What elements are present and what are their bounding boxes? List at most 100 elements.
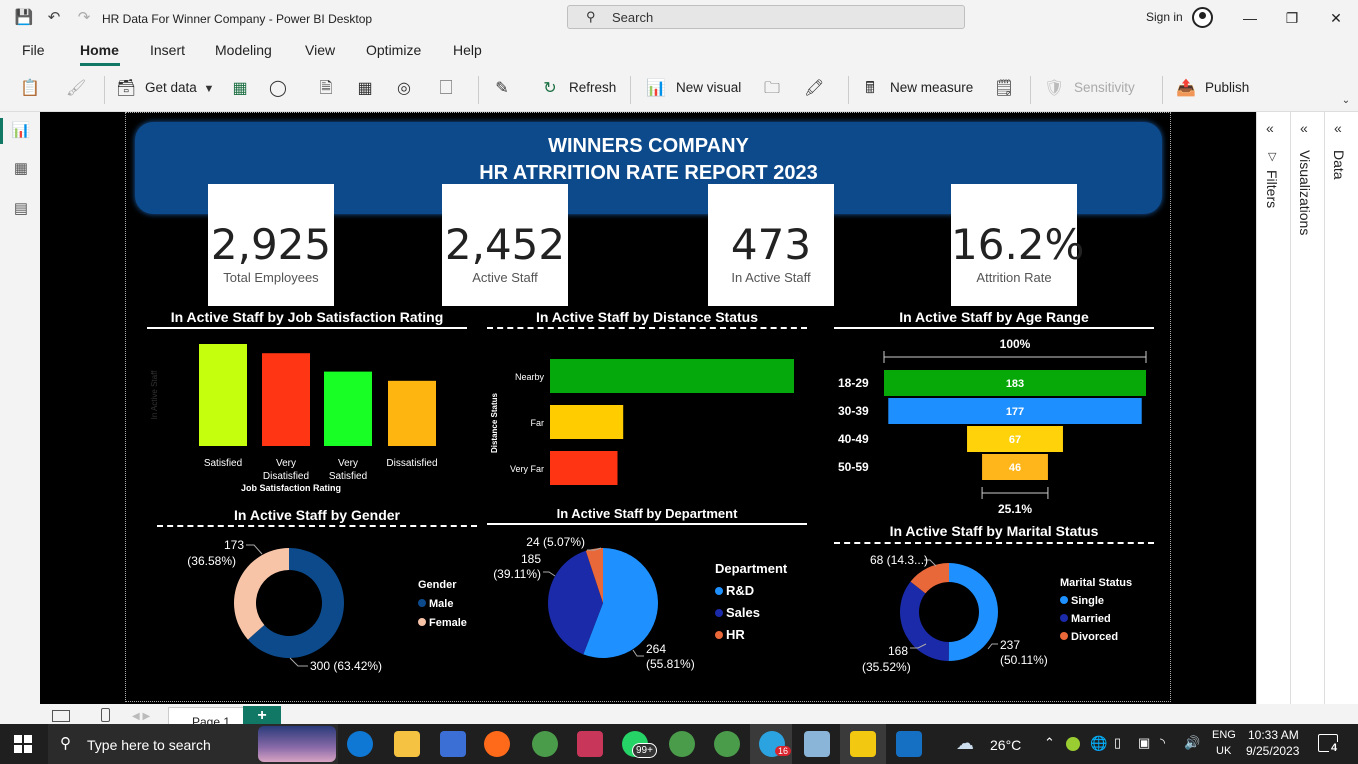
close-icon[interactable]: ✕ bbox=[1330, 10, 1342, 26]
clock-date[interactable]: 9/25/2023 bbox=[1246, 744, 1300, 758]
store-icon[interactable] bbox=[440, 731, 466, 757]
new-visual-icon[interactable]: 📊 bbox=[646, 80, 666, 97]
ribbon-collapse-icon[interactable]: ⌄ bbox=[1341, 95, 1351, 106]
sign-in-link[interactable]: Sign in bbox=[1146, 10, 1183, 24]
restore-icon[interactable]: ❐ bbox=[1285, 10, 1299, 26]
distance-chart[interactable]: Distance Status Nearby Far Very Far bbox=[487, 335, 807, 495]
clock-time[interactable]: 10:33 AM bbox=[1248, 728, 1299, 742]
chrome-icon[interactable] bbox=[532, 731, 558, 757]
marital-donut-chart[interactable]: 68 (14.3...) 168 (35.52%) 237(50.11%) Marita… bbox=[834, 546, 1164, 681]
menu-view[interactable]: View bbox=[305, 42, 336, 58]
menu-optimize[interactable]: Optimize bbox=[366, 42, 422, 58]
menu-file[interactable]: File bbox=[22, 42, 45, 58]
data-pane-label[interactable]: Data bbox=[1331, 150, 1347, 180]
mobile-layout-icon[interactable] bbox=[101, 708, 110, 722]
onelake-icon[interactable]: ◯ bbox=[269, 80, 287, 97]
chrome-profile-g-icon[interactable] bbox=[714, 731, 740, 757]
menu-help[interactable]: Help bbox=[453, 42, 482, 58]
chrome-profile-icon[interactable] bbox=[669, 731, 695, 757]
expand-filters-icon[interactable]: « bbox=[1266, 120, 1274, 136]
kpi-card-active-staff[interactable]: 2,452 Active Staff bbox=[442, 184, 568, 306]
text-box-icon[interactable]: 🗀 bbox=[763, 80, 780, 97]
get-data-button[interactable]: Get data bbox=[145, 80, 197, 95]
firefox-icon[interactable] bbox=[484, 731, 510, 757]
menu-modeling[interactable]: Modeling bbox=[215, 42, 272, 58]
legend-entry: Single bbox=[1071, 595, 1104, 607]
show-hidden-icons-icon[interactable]: ⌃ bbox=[1044, 735, 1055, 750]
format-painter-icon[interactable]: 🖌 bbox=[66, 80, 87, 97]
wifi-icon[interactable]: ◝ bbox=[1160, 735, 1166, 750]
add-page-button[interactable]: + bbox=[243, 706, 281, 724]
wps-icon[interactable] bbox=[577, 731, 603, 757]
publish-icon[interactable]: 📤 bbox=[1176, 80, 1196, 97]
more-visuals-icon[interactable]: 🖍 bbox=[804, 80, 825, 97]
title-rule bbox=[834, 542, 1154, 544]
filters-pane-label[interactable]: Filters bbox=[1264, 170, 1280, 209]
department-pie-chart[interactable]: 24 (5.07%) 185(39.11%) 264(55.81%) Departme… bbox=[487, 528, 817, 678]
notepad-icon[interactable] bbox=[804, 731, 830, 757]
power-bi-icon[interactable] bbox=[850, 731, 876, 757]
sensitivity-icon[interactable]: 🛡 bbox=[1044, 80, 1065, 97]
paste-icon[interactable]: 📋 bbox=[20, 80, 40, 97]
media-player-icon[interactable] bbox=[896, 731, 922, 757]
recent-sources-icon[interactable]: ◎ bbox=[397, 80, 411, 97]
expand-visualizations-icon[interactable]: « bbox=[1300, 120, 1308, 136]
page-tab[interactable]: Page 1 bbox=[168, 707, 254, 724]
windows-start-icon[interactable] bbox=[14, 735, 32, 753]
new-visual-button[interactable]: New visual bbox=[676, 80, 742, 95]
kpi-card-total-employees[interactable]: 2,925 Total Employees bbox=[208, 184, 334, 306]
kpi-card-attrition-rate[interactable]: 16.2% Attrition Rate bbox=[951, 184, 1084, 306]
undo-icon[interactable]: ↶ bbox=[47, 9, 61, 26]
funnel-top-percent: 100% bbox=[1000, 337, 1031, 351]
leader-line bbox=[632, 649, 644, 657]
refresh-button[interactable]: Refresh bbox=[569, 80, 617, 95]
menu-home[interactable]: Home bbox=[80, 42, 119, 58]
file-explorer-icon[interactable] bbox=[394, 731, 420, 757]
weather-icon[interactable]: ☁ bbox=[956, 733, 974, 753]
database-icon[interactable]: 🗃 bbox=[116, 80, 137, 97]
refresh-icon[interactable]: ↻ bbox=[543, 80, 557, 97]
excel-icon[interactable]: ▦ bbox=[232, 80, 248, 97]
battery-icon[interactable]: ▯ bbox=[1114, 735, 1122, 750]
data-label: 300 (63.42%) bbox=[310, 659, 382, 673]
quick-measure-icon[interactable]: 🗒 bbox=[994, 80, 1015, 97]
edge-icon[interactable] bbox=[347, 731, 373, 757]
new-measure-button[interactable]: New measure bbox=[890, 80, 974, 95]
menu-insert[interactable]: Insert bbox=[150, 42, 186, 58]
table-view-icon[interactable]: ▦ bbox=[13, 160, 29, 177]
language-top[interactable]: ENG bbox=[1212, 729, 1236, 741]
dataverse-icon[interactable]: 🗎 bbox=[319, 80, 333, 97]
device-icon[interactable]: ▣ bbox=[1138, 735, 1151, 750]
network-icon[interactable]: 🌐 bbox=[1090, 735, 1108, 751]
account-icon[interactable] bbox=[1192, 7, 1213, 28]
gender-donut-chart[interactable]: 173 (36.58%) 300 (63.42%) Gender Male Female bbox=[150, 530, 490, 680]
report-view-icon[interactable]: 📊 bbox=[11, 122, 31, 139]
ribbon-divider bbox=[1030, 76, 1031, 104]
save-icon[interactable]: 💾 bbox=[14, 9, 34, 26]
model-view-icon[interactable]: ▤ bbox=[13, 200, 29, 217]
desktop-layout-icon[interactable] bbox=[52, 710, 70, 722]
publish-button[interactable]: Publish bbox=[1205, 80, 1250, 95]
sensitivity-button[interactable]: Sensitivity bbox=[1074, 80, 1135, 95]
department-chart-title: In Active Staff by Department bbox=[556, 506, 738, 521]
job-satisfaction-chart[interactable]: In Active Staff Satisfied Very Disatisfied V… bbox=[147, 335, 467, 500]
kpi-card-inactive-staff[interactable]: 473 In Active Staff bbox=[708, 184, 834, 306]
temperature-text: 26°C bbox=[990, 737, 1022, 753]
page-nav-arrows-icon[interactable]: ◀ ▶ bbox=[132, 711, 151, 722]
expand-data-icon[interactable]: « bbox=[1334, 120, 1342, 136]
age-funnel-chart[interactable]: 100% 183 18-29 177 30-39 67 40-49 46 50-59 25.1% bbox=[834, 330, 1164, 520]
language-bottom[interactable]: UK bbox=[1216, 745, 1232, 757]
transform-icon[interactable]: 🗌 bbox=[439, 80, 453, 97]
search-input[interactable]: ⚲ Search bbox=[567, 5, 965, 29]
minimize-icon[interactable]: — bbox=[1243, 10, 1257, 26]
redo-icon[interactable]: ↷ bbox=[77, 9, 91, 26]
visualizations-pane-label[interactable]: Visualizations bbox=[1297, 150, 1313, 236]
tray-app-icon[interactable] bbox=[1066, 737, 1080, 751]
calculator-icon[interactable]: 🖩 bbox=[865, 80, 875, 97]
page-tab-label: Page 1 bbox=[191, 715, 231, 724]
table-icon[interactable]: ▦ bbox=[357, 80, 373, 97]
chevron-down-icon[interactable]: ▼ bbox=[203, 83, 215, 95]
transform-data-icon[interactable]: ✎ bbox=[495, 80, 509, 97]
x-tick-label: Disatisfied bbox=[263, 471, 309, 482]
volume-icon[interactable]: 🔊 bbox=[1184, 735, 1201, 750]
